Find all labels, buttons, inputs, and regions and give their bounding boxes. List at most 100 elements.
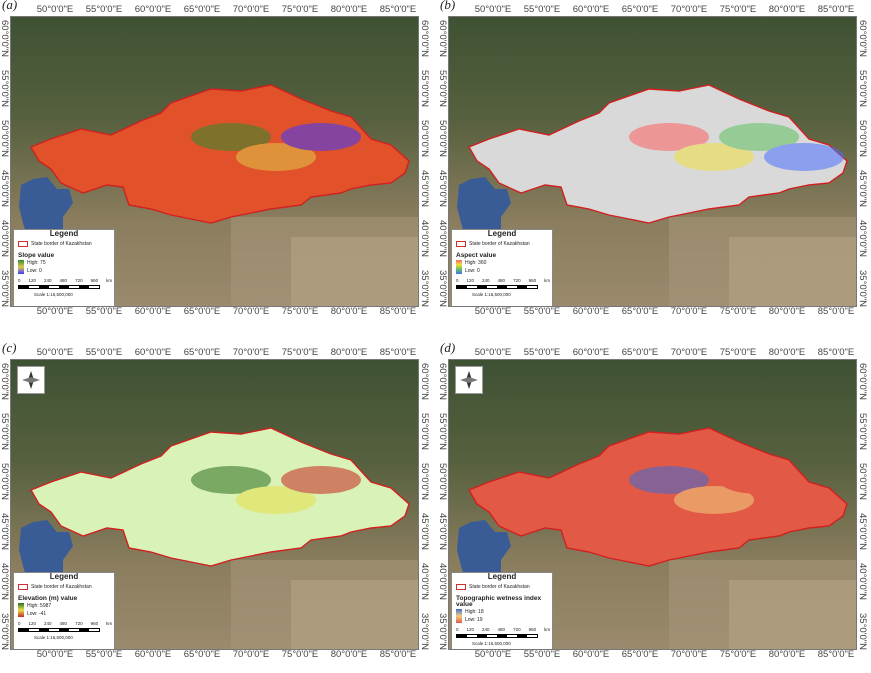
scale-number: 120 bbox=[466, 278, 475, 283]
longitude-label: 60°0'0"E bbox=[572, 347, 610, 358]
raster-patch bbox=[281, 123, 361, 151]
latitude-label: 35°0'0"N bbox=[857, 270, 868, 307]
border-legend-row: State border of Kazakhstan bbox=[18, 584, 114, 590]
longitude-label: 70°0'0"E bbox=[232, 306, 270, 317]
border-swatch bbox=[456, 584, 466, 590]
legend-title: Legend bbox=[487, 229, 517, 238]
longitude-label: 60°0'0"E bbox=[572, 4, 610, 15]
longitude-label: 85°0'0"E bbox=[379, 4, 417, 15]
legend-title: Legend bbox=[487, 572, 517, 581]
longitude-label: 70°0'0"E bbox=[670, 649, 708, 660]
low-label: Low: -41 bbox=[27, 611, 47, 617]
longitude-label: 65°0'0"E bbox=[183, 347, 221, 358]
longitude-label: 80°0'0"E bbox=[768, 4, 806, 15]
border-swatch bbox=[18, 241, 28, 247]
longitude-label: 70°0'0"E bbox=[232, 4, 270, 15]
longitude-label: 55°0'0"E bbox=[523, 4, 561, 15]
longitude-label: 75°0'0"E bbox=[281, 4, 319, 15]
longitude-label: 65°0'0"E bbox=[183, 4, 221, 15]
border-label: State border of Kazakhstan bbox=[469, 241, 530, 247]
longitude-label: 55°0'0"E bbox=[523, 347, 561, 358]
longitude-label: 55°0'0"E bbox=[85, 306, 123, 317]
longitude-label: 65°0'0"E bbox=[621, 347, 659, 358]
map-legend: Legend State border of Kazakhstan Elevatio… bbox=[13, 572, 115, 649]
map-area: Legend State border of Kazakhstan Slope va… bbox=[10, 16, 419, 307]
longitude-label: 80°0'0"E bbox=[768, 649, 806, 660]
border-legend-row: State border of Kazakhstan bbox=[456, 241, 552, 247]
map-area: Legend State border of Kazakhstan Elevatio… bbox=[10, 359, 419, 650]
scale-unit: km bbox=[106, 278, 113, 283]
longitude-label: 65°0'0"E bbox=[621, 306, 659, 317]
longitude-label: 75°0'0"E bbox=[719, 306, 757, 317]
color-ramp bbox=[18, 603, 24, 617]
latitude-label: 35°0'0"N bbox=[419, 613, 430, 650]
map-panel: (d) 50°0'0"E 50°0'0"E 55°0'0"E 55°0'0"E 60°0'… bbox=[437, 340, 870, 666]
scale-number: 0 bbox=[18, 621, 21, 626]
longitude-label: 85°0'0"E bbox=[379, 347, 417, 358]
latitude-label: 35°0'0"N bbox=[419, 270, 430, 307]
longitude-label: 85°0'0"E bbox=[817, 649, 855, 660]
longitude-label: 65°0'0"E bbox=[621, 649, 659, 660]
longitude-label: 60°0'0"E bbox=[572, 649, 610, 660]
longitude-label: 80°0'0"E bbox=[330, 649, 368, 660]
color-ramp bbox=[456, 260, 462, 274]
scale-number: 720 bbox=[75, 278, 83, 283]
longitude-label: 55°0'0"E bbox=[85, 347, 123, 358]
longitude-label: 75°0'0"E bbox=[281, 347, 319, 358]
border-swatch bbox=[18, 584, 28, 590]
longitude-label: 55°0'0"E bbox=[523, 649, 561, 660]
longitude-label: 65°0'0"E bbox=[621, 4, 659, 15]
scale-number: 240 bbox=[482, 627, 490, 632]
raster-patch bbox=[719, 466, 799, 494]
scale-text: Scale 1:16,500,000 bbox=[472, 292, 511, 297]
map-legend: Legend State border of Kazakhstan Slope va… bbox=[13, 229, 115, 306]
color-ramp bbox=[456, 609, 462, 623]
longitude-label: 60°0'0"E bbox=[134, 306, 172, 317]
longitude-label: 70°0'0"E bbox=[670, 306, 708, 317]
high-label: High: 75 bbox=[27, 260, 46, 266]
longitude-label: 55°0'0"E bbox=[85, 4, 123, 15]
longitude-label: 70°0'0"E bbox=[670, 4, 708, 15]
scale-text: Scale 1:16,500,000 bbox=[34, 292, 73, 297]
scale-number: 720 bbox=[75, 621, 83, 626]
longitude-label: 80°0'0"E bbox=[330, 306, 368, 317]
scale-number: 480 bbox=[497, 278, 506, 283]
longitude-label: 75°0'0"E bbox=[281, 306, 319, 317]
longitude-label: 80°0'0"E bbox=[768, 347, 806, 358]
longitude-label: 85°0'0"E bbox=[817, 306, 855, 317]
kazakhstan-region bbox=[467, 84, 848, 224]
scale-number: 240 bbox=[44, 278, 52, 283]
raster-patch bbox=[236, 486, 316, 514]
scale-number: 960 bbox=[90, 278, 99, 283]
scale-number: 720 bbox=[513, 278, 521, 283]
longitude-label: 70°0'0"E bbox=[670, 347, 708, 358]
latitude-label: 35°0'0"N bbox=[0, 613, 10, 650]
scale-number: 0 bbox=[18, 278, 21, 283]
high-label: High: 360 bbox=[465, 260, 487, 266]
longitude-label: 50°0'0"E bbox=[36, 4, 74, 15]
longitude-label: 50°0'0"E bbox=[474, 649, 512, 660]
longitude-label: 75°0'0"E bbox=[719, 649, 757, 660]
scale-bar: 0 120 240 480 720 960 km bbox=[18, 278, 114, 289]
longitude-label: 80°0'0"E bbox=[768, 306, 806, 317]
kazakhstan-region bbox=[29, 427, 410, 567]
scale-unit: km bbox=[544, 627, 551, 632]
map-panel: (b) 50°0'0"E 50°0'0"E 55°0'0"E 55°0'0"E 60°0'… bbox=[437, 0, 870, 323]
legend-title: Legend bbox=[49, 229, 79, 238]
longitude-label: 50°0'0"E bbox=[474, 347, 512, 358]
longitude-label: 60°0'0"E bbox=[572, 306, 610, 317]
longitude-label: 80°0'0"E bbox=[330, 4, 368, 15]
scale-number: 960 bbox=[90, 621, 99, 626]
panel-label: (d) bbox=[440, 340, 456, 355]
low-label: Low: 19 bbox=[465, 617, 483, 623]
scale-number: 240 bbox=[44, 621, 52, 626]
latitude-label: 35°0'0"N bbox=[0, 270, 10, 307]
north-arrow-icon bbox=[455, 366, 483, 394]
longitude-label: 55°0'0"E bbox=[523, 306, 561, 317]
longitude-label: 75°0'0"E bbox=[719, 4, 757, 15]
longitude-label: 50°0'0"E bbox=[474, 306, 512, 317]
latitude-label: 35°0'0"N bbox=[437, 613, 448, 650]
longitude-label: 50°0'0"E bbox=[36, 306, 74, 317]
raster-patch bbox=[191, 123, 271, 151]
low-label: Low: 0 bbox=[27, 268, 42, 274]
